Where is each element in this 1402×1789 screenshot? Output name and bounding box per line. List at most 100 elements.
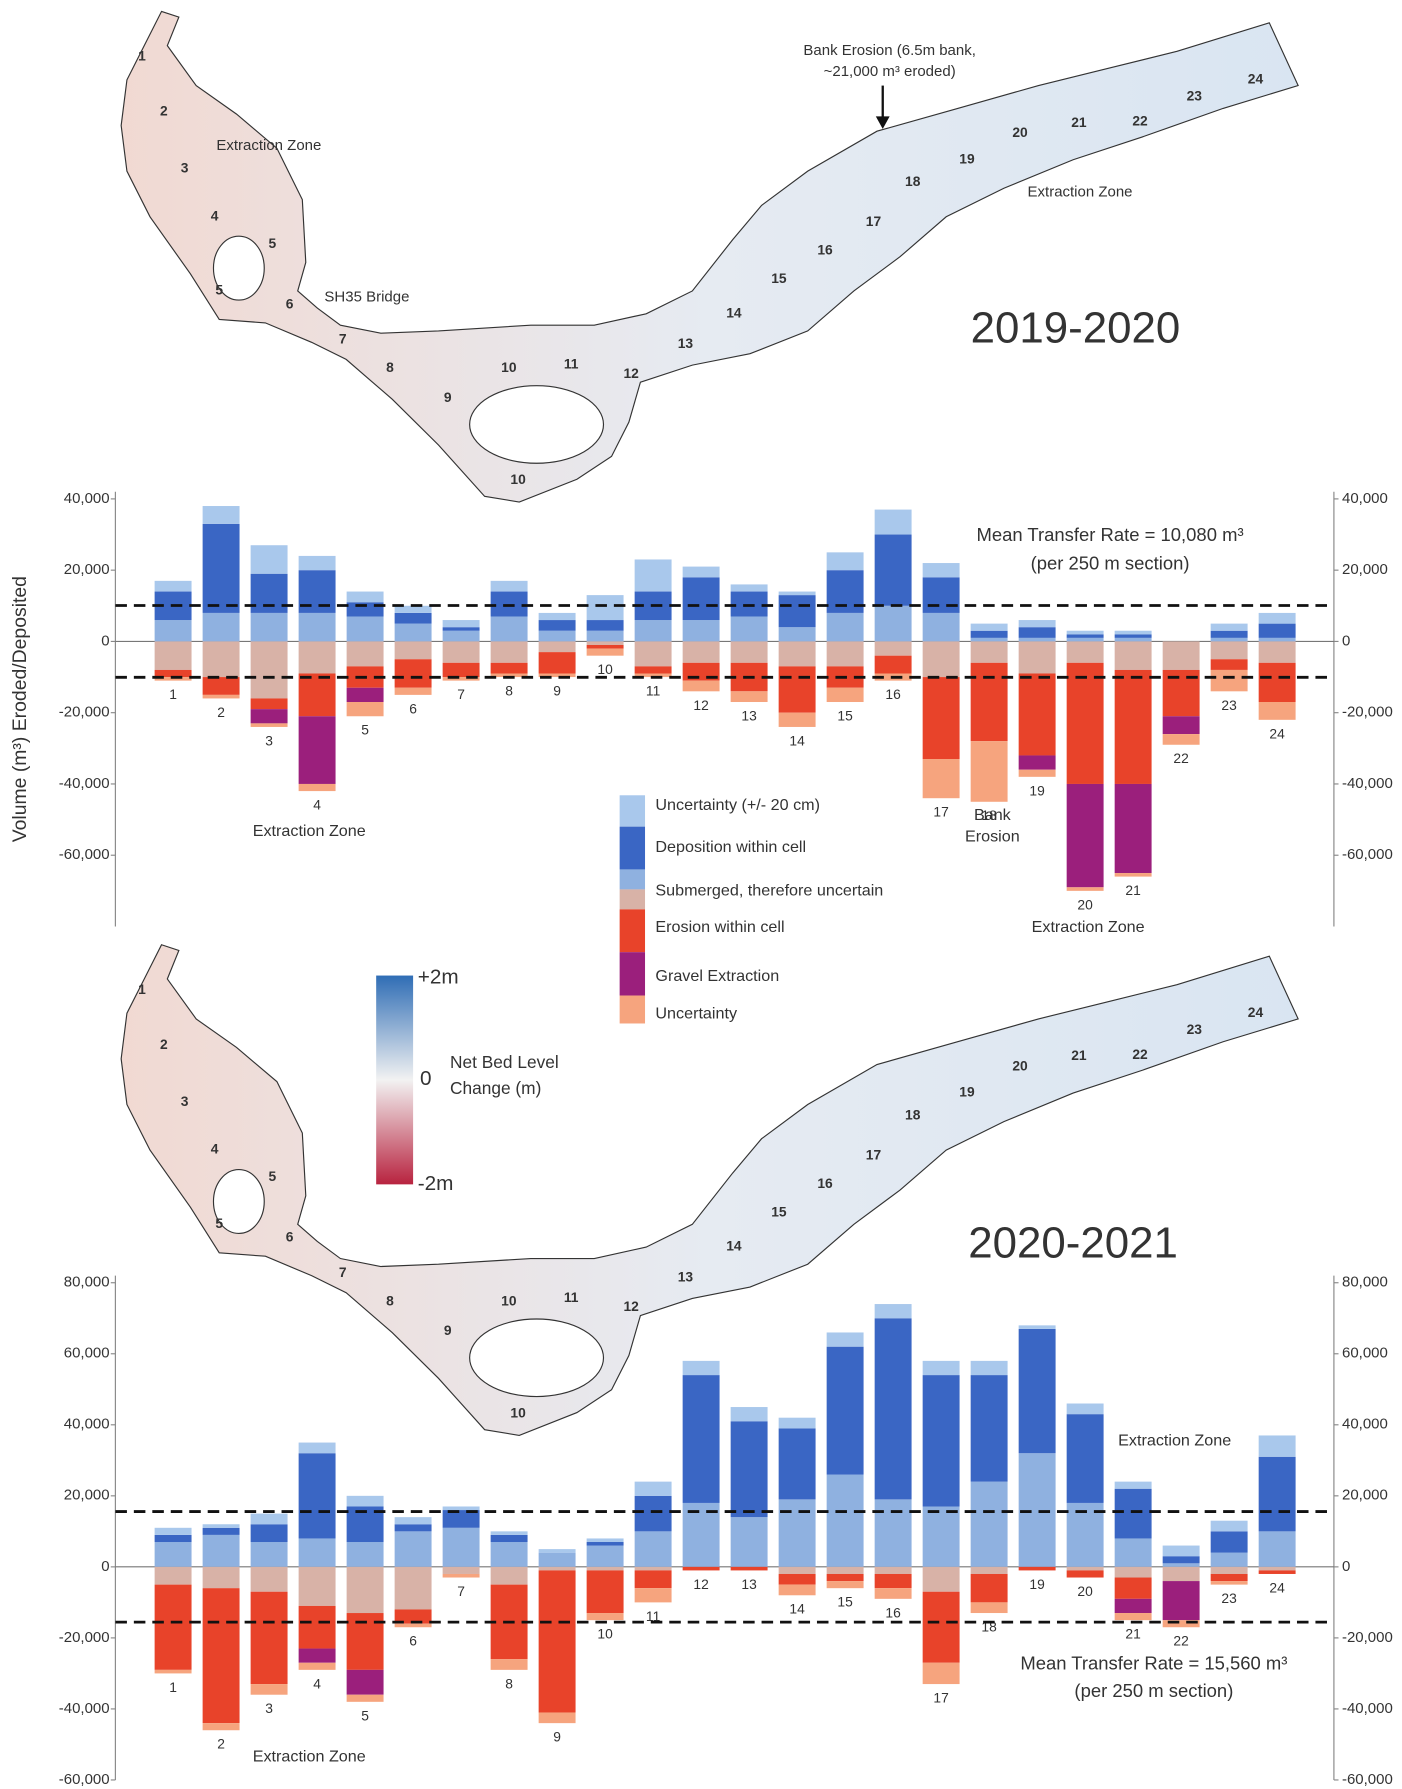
- bar-segment: [1210, 641, 1248, 660]
- map-annotation: ~21,000 m³ eroded): [824, 64, 956, 80]
- bar-segment: [202, 1527, 240, 1535]
- bar-segment: [874, 534, 912, 606]
- bar-segment: [586, 1545, 624, 1567]
- bar-segment: [154, 1542, 192, 1567]
- bar-segment: [634, 1566, 672, 1571]
- bar-segment: [1018, 755, 1056, 770]
- bar-segment: [778, 641, 816, 667]
- bar-segment: [586, 620, 624, 631]
- section-label: 23: [1187, 1022, 1203, 1037]
- x-category-label: 13: [741, 1577, 757, 1592]
- section-label: 6: [286, 296, 294, 311]
- bar-segment: [586, 1570, 624, 1614]
- bar-segment: [682, 577, 720, 621]
- bar-segment: [1114, 1538, 1152, 1567]
- bar-segment: [250, 612, 288, 642]
- bar-segment: [682, 680, 720, 692]
- x-category-label: 20: [1077, 1584, 1093, 1599]
- bar-segment: [538, 641, 576, 653]
- colorbar-title: Net Bed Level: [450, 1052, 559, 1072]
- bar-segment: [202, 612, 240, 642]
- x-category-label: 24: [1269, 726, 1285, 741]
- bar-segment: [538, 652, 576, 674]
- bar-segment: [154, 1566, 192, 1585]
- legend-swatch: [619, 909, 646, 953]
- bar-segment: [394, 623, 432, 642]
- colorbar-label: +2m: [418, 965, 459, 988]
- bar-segment: [970, 662, 1008, 742]
- bar-segment: [298, 1442, 336, 1454]
- bar-segment: [874, 1566, 912, 1574]
- section-label: 6: [286, 1230, 294, 1245]
- bar-segment: [154, 669, 192, 678]
- section-label: 5: [268, 1169, 276, 1184]
- bar-segment: [1066, 1570, 1104, 1578]
- x-category-label: 23: [1221, 1591, 1237, 1606]
- bar-segment: [394, 1566, 432, 1610]
- x-category-label: 22: [1173, 1634, 1188, 1649]
- section-label: 15: [771, 271, 787, 286]
- bar-segment: [1114, 641, 1152, 670]
- bar-segment: [298, 1662, 336, 1670]
- bar-segment: [1258, 1456, 1296, 1532]
- x-category-label: 16: [885, 1605, 901, 1620]
- bar-segment: [1114, 1613, 1152, 1621]
- bar-segment: [874, 641, 912, 656]
- bar-segment: [346, 1566, 384, 1614]
- legend-swatch: [619, 869, 646, 890]
- section-label: 5: [215, 1216, 223, 1231]
- bar-segment: [442, 677, 480, 681]
- bar-segment: [1018, 1325, 1056, 1329]
- bar-segment: [730, 616, 768, 642]
- bar-segment: [346, 687, 384, 703]
- x-category-label: 1: [169, 1680, 177, 1695]
- bar-segment: [1162, 1620, 1200, 1628]
- x-category-label: 12: [693, 1577, 708, 1592]
- section-label: 16: [817, 243, 833, 258]
- river-map: [120, 944, 1299, 1436]
- bar-segment: [394, 612, 432, 624]
- bar-segment: [394, 1609, 432, 1624]
- y2-tick-label: -20,000: [1342, 705, 1393, 721]
- bar-segment: [1258, 1435, 1296, 1457]
- bar-segment: [634, 666, 672, 674]
- bar-segment: [250, 698, 288, 710]
- legend-label: Uncertainty: [655, 1005, 737, 1023]
- x-category-label: 11: [646, 684, 660, 699]
- bar-segment: [394, 605, 432, 613]
- bar-segment: [970, 1566, 1008, 1574]
- bar-segment: [346, 702, 384, 717]
- bar-segment: [634, 1531, 672, 1567]
- section-label: 18: [905, 174, 921, 189]
- bar-segment: [394, 1517, 432, 1525]
- section-label: 20: [1012, 1059, 1028, 1074]
- section-label: 7: [339, 332, 347, 347]
- section-label: 4: [211, 1142, 219, 1157]
- bar-segment: [1114, 630, 1152, 635]
- bar-segment: [874, 1588, 912, 1599]
- bar-segment: [394, 641, 432, 660]
- map-annotation: SH35 Bridge: [324, 290, 409, 306]
- legend-swatch: [619, 995, 646, 1024]
- bar-segment: [250, 641, 288, 699]
- bar-segment: [1210, 1531, 1248, 1553]
- bar-segment: [250, 723, 288, 727]
- section-label: 9: [444, 1323, 452, 1338]
- bar-segment: [970, 1375, 1008, 1482]
- x-category-label: 20: [1077, 897, 1093, 912]
- colorbar: [376, 975, 414, 1185]
- y-tick-label: -60,000: [59, 1772, 110, 1788]
- bar-segment: [250, 1513, 288, 1525]
- bar-segment: [586, 630, 624, 642]
- bar-segment: [154, 1534, 192, 1543]
- section-label: 2: [160, 104, 168, 119]
- y2-tick-label: 80,000: [1342, 1275, 1388, 1291]
- bar-segment: [1258, 702, 1296, 720]
- bar-segment: [730, 1421, 768, 1518]
- bar-segment: [1258, 662, 1296, 703]
- y-tick-label: 0: [101, 1559, 109, 1575]
- bar-segment: [1210, 1520, 1248, 1532]
- section-label: 19: [959, 1085, 975, 1100]
- bar-segment: [1258, 612, 1296, 624]
